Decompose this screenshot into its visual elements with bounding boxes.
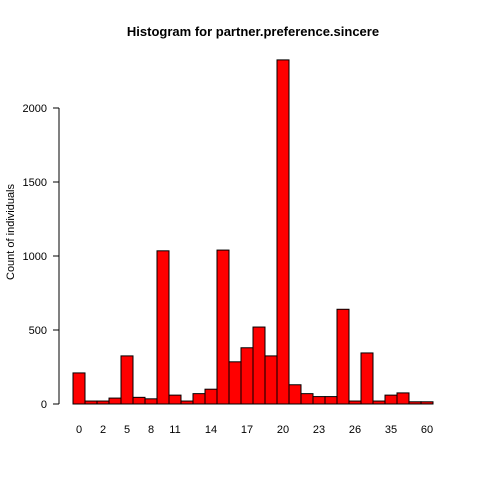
histogram-bar <box>288 384 302 405</box>
histogram-bar <box>420 401 434 405</box>
histogram-bar <box>204 388 218 405</box>
bars-group <box>72 59 434 405</box>
chart-title: Histogram for partner.preference.sincere <box>127 24 379 39</box>
histogram-bar <box>216 249 230 405</box>
x-tick-labels: 0 2 5 8 11 14 17 20 23 26 35 60 <box>76 424 433 436</box>
histogram-bar <box>192 393 206 405</box>
x-tick-label: 17 <box>241 424 253 436</box>
x-tick-label: 20 <box>277 424 289 436</box>
histogram-bar <box>96 400 110 405</box>
histogram-bar <box>372 400 386 405</box>
x-tick-label: 14 <box>205 424 217 436</box>
histogram-bar <box>348 400 362 405</box>
histogram-bar <box>120 355 134 405</box>
histogram-bar <box>324 396 338 405</box>
y-tick-label: 1000 <box>23 251 47 263</box>
y-tick-label: 0 <box>41 399 47 411</box>
y-tick-label: 2000 <box>23 103 47 115</box>
y-axis: 0 500 1000 1500 2000 <box>23 103 60 411</box>
histogram-bar <box>72 372 86 405</box>
histogram-bar <box>168 394 182 405</box>
histogram-bar <box>300 393 314 405</box>
histogram-bar <box>336 308 350 405</box>
x-tick-label: 8 <box>148 424 154 436</box>
x-tick-label: 0 <box>76 424 82 436</box>
y-axis-label: Count of individuals <box>5 184 17 281</box>
histogram-bar <box>108 397 122 405</box>
histogram-bar <box>132 396 146 405</box>
histogram-bar <box>276 59 290 405</box>
histogram-bar <box>240 347 254 405</box>
histogram-bar <box>360 352 374 405</box>
histogram-bar <box>180 400 194 405</box>
histogram-bar <box>228 361 242 405</box>
histogram-bar <box>144 398 158 405</box>
x-tick-label: 23 <box>313 424 325 436</box>
x-tick-label: 35 <box>385 424 397 436</box>
histogram-bar <box>312 396 326 405</box>
x-tick-label: 60 <box>421 424 433 436</box>
histogram-bar <box>264 355 278 405</box>
x-tick-label: 2 <box>100 424 106 436</box>
y-tick-label: 500 <box>29 325 47 337</box>
x-tick-label: 5 <box>124 424 130 436</box>
histogram-bar <box>156 250 170 405</box>
histogram-bar <box>408 401 422 405</box>
x-tick-label: 26 <box>349 424 361 436</box>
histogram-bar <box>384 394 398 405</box>
histogram-bar <box>84 400 98 405</box>
x-tick-label: 11 <box>169 424 180 436</box>
histogram-bar <box>396 392 410 405</box>
y-tick-label: 1500 <box>23 177 47 189</box>
histogram-bar <box>252 326 266 405</box>
